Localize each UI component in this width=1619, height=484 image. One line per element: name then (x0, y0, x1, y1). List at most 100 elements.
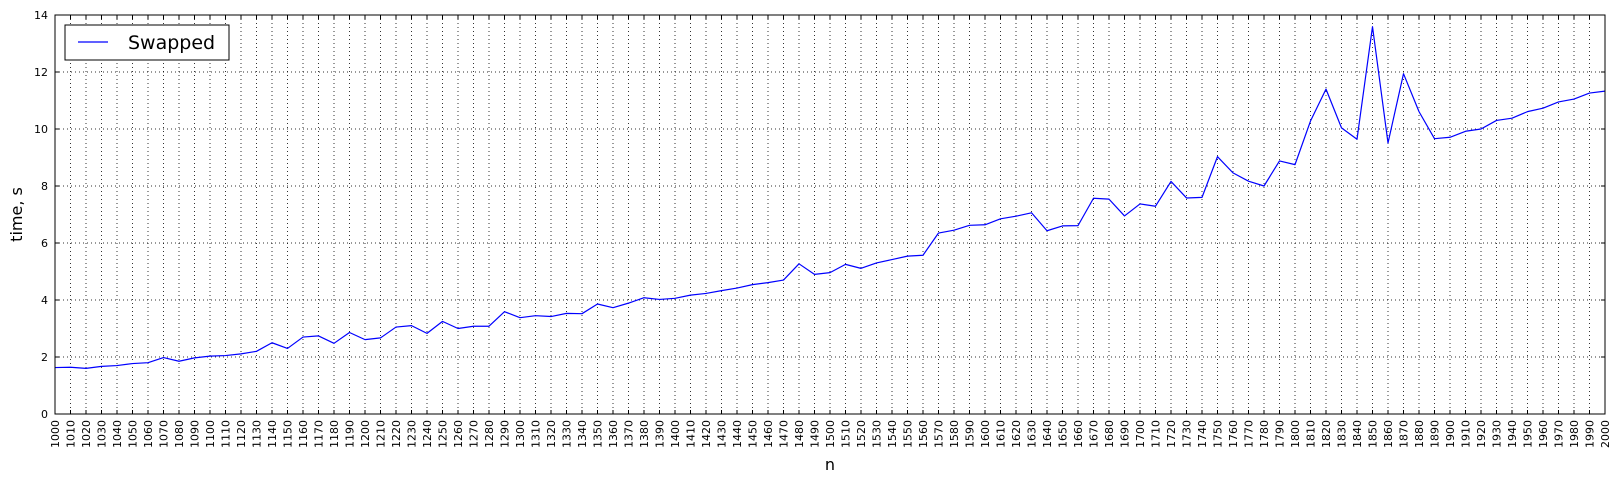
x-tick-label: 1360 (607, 420, 620, 448)
x-tick-label: 1170 (313, 420, 326, 448)
x-tick-labels: 1000 1010 1020 1030 1040 1050 1060 1070 1080 1090… (49, 420, 1612, 448)
x-tick-label: 1870 (1398, 420, 1411, 448)
x-tick-label: 1750 (1212, 420, 1225, 448)
x-tick-label: 1180 (328, 420, 341, 448)
plot-frame (54, 14, 1606, 415)
y-tick-label: 10 (34, 123, 48, 136)
y-tick-label: 4 (41, 294, 48, 307)
x-tick-label: 1610 (995, 420, 1008, 448)
y-tick-labels: 0 2 4 6 8 10 12 14 (34, 9, 48, 421)
x-tick-label: 1270 (468, 420, 481, 448)
x-tick-label: 1470 (778, 420, 791, 448)
x-tick-label: 1930 (1491, 420, 1504, 448)
x-tick-label: 1740 (1196, 420, 1209, 448)
x-tick-label: 1710 (1150, 420, 1163, 448)
x-tick-label: 1650 (1057, 420, 1070, 448)
x-tick-label: 1380 (638, 420, 651, 448)
x-axis-title: n (825, 455, 835, 474)
x-tick-label: 1400 (669, 420, 682, 448)
x-tick-label: 1000 (49, 420, 62, 448)
x-tick-label: 1940 (1506, 420, 1519, 448)
x-tick-label: 1900 (1444, 420, 1457, 448)
x-tick-label: 1890 (1429, 420, 1442, 448)
x-tick-label: 1420 (700, 420, 713, 448)
x-tick-label: 1190 (344, 420, 357, 448)
x-tick-label: 1970 (1553, 420, 1566, 448)
x-tick-label: 1370 (623, 420, 636, 448)
x-tick-label: 1830 (1336, 420, 1349, 448)
x-tick-label: 1530 (871, 420, 884, 448)
x-tick-label: 1780 (1258, 420, 1271, 448)
x-tick-label: 1950 (1522, 420, 1535, 448)
x-tick-label: 1120 (235, 420, 248, 448)
legend: Swapped (64, 24, 230, 61)
x-tick-label: 1550 (902, 420, 915, 448)
x-tick-label: 1840 (1351, 420, 1364, 448)
y-tick-label: 6 (41, 237, 48, 250)
x-tick-label: 1640 (1041, 420, 1054, 448)
x-tick-label: 1990 (1584, 420, 1597, 448)
x-tick-label: 1050 (127, 420, 140, 448)
x-tick-label: 1600 (979, 420, 992, 448)
x-tick-label: 1720 (1165, 420, 1178, 448)
x-tick-label: 1150 (282, 420, 295, 448)
y-tick-label: 12 (34, 66, 48, 79)
y-axis-title: time, s (7, 187, 26, 242)
x-tick-label: 1320 (545, 420, 558, 448)
x-tick-label: 1790 (1274, 420, 1287, 448)
x-tick-label: 1960 (1537, 420, 1550, 448)
x-tick-label: 1130 (251, 420, 264, 448)
x-tick-label: 1850 (1367, 420, 1380, 448)
y-tick-label: 8 (41, 180, 48, 193)
grid-lines (55, 15, 1605, 414)
x-tick-label: 1040 (111, 420, 124, 448)
legend-label: Swapped (128, 32, 215, 54)
x-tick-label: 1620 (1010, 420, 1023, 448)
x-tick-label: 1980 (1568, 420, 1581, 448)
x-tick-label: 1580 (948, 420, 961, 448)
x-tick-label: 1670 (1088, 420, 1101, 448)
x-tick-label: 1690 (1119, 420, 1132, 448)
x-tick-label: 1260 (452, 420, 465, 448)
series-layer (54, 26, 1606, 369)
x-tick-label: 1020 (80, 420, 93, 448)
x-tick-label: 1560 (917, 420, 930, 448)
x-tick-label: 1910 (1460, 420, 1473, 448)
x-tick-label: 1660 (1072, 420, 1085, 448)
x-tick-label: 1590 (964, 420, 977, 448)
tick-marks (54, 14, 1606, 415)
y-tick-label: 14 (34, 9, 48, 22)
x-tick-label: 1300 (514, 420, 527, 448)
x-tick-label: 1460 (762, 420, 775, 448)
series-line-swapped (54, 26, 1606, 369)
x-tick-label: 1920 (1475, 420, 1488, 448)
y-tick-label: 0 (41, 408, 48, 421)
x-tick-label: 1480 (793, 420, 806, 448)
x-tick-label: 1810 (1305, 420, 1318, 448)
x-tick-label: 1630 (1026, 420, 1039, 448)
x-tick-label: 1010 (65, 420, 78, 448)
x-tick-label: 1290 (499, 420, 512, 448)
x-tick-label: 1450 (747, 420, 760, 448)
x-tick-label: 1390 (654, 420, 667, 448)
x-tick-label: 1520 (855, 420, 868, 448)
x-tick-label: 1760 (1227, 420, 1240, 448)
x-tick-label: 1410 (685, 420, 698, 448)
x-tick-label: 1310 (530, 420, 543, 448)
x-tick-label: 1220 (390, 420, 403, 448)
x-tick-label: 1500 (824, 420, 837, 448)
x-tick-label: 1730 (1181, 420, 1194, 448)
x-tick-label: 1240 (421, 420, 434, 448)
x-tick-label: 1510 (840, 420, 853, 448)
x-tick-label: 1350 (592, 420, 605, 448)
x-tick-label: 1770 (1243, 420, 1256, 448)
x-tick-label: 1570 (933, 420, 946, 448)
x-tick-label: 1070 (158, 420, 171, 448)
x-tick-label: 1030 (96, 420, 109, 448)
x-tick-label: 1100 (204, 420, 217, 448)
x-tick-label: 1140 (266, 420, 279, 448)
x-tick-label: 1430 (716, 420, 729, 448)
x-tick-label: 1440 (731, 420, 744, 448)
x-tick-label: 1700 (1134, 420, 1147, 448)
